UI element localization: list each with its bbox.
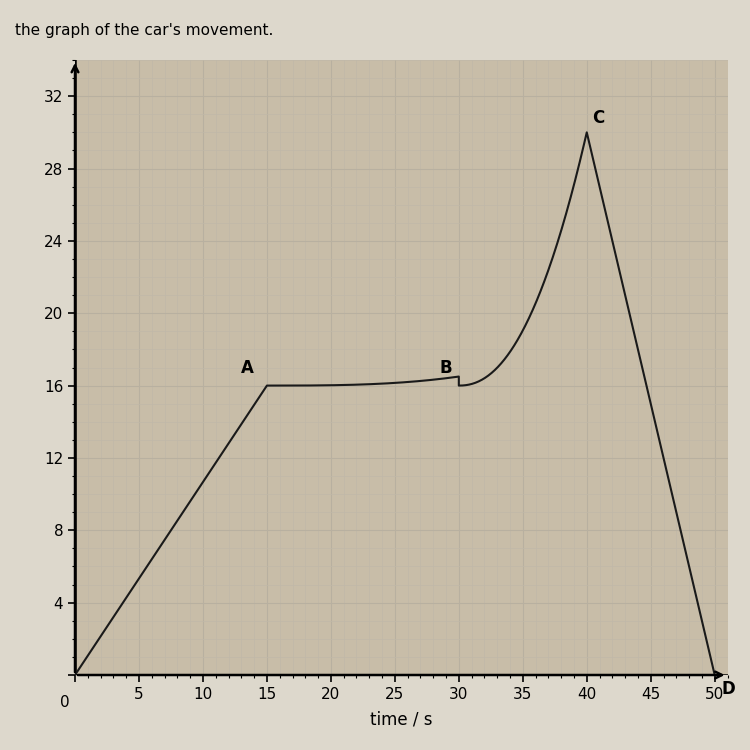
X-axis label: time / s: time / s — [370, 710, 433, 728]
Text: D: D — [721, 680, 735, 698]
Text: the graph of the car's movement.: the graph of the car's movement. — [15, 22, 273, 38]
Text: A: A — [242, 359, 254, 377]
Text: B: B — [440, 359, 452, 377]
Text: 0: 0 — [60, 694, 70, 709]
Text: C: C — [592, 110, 604, 128]
